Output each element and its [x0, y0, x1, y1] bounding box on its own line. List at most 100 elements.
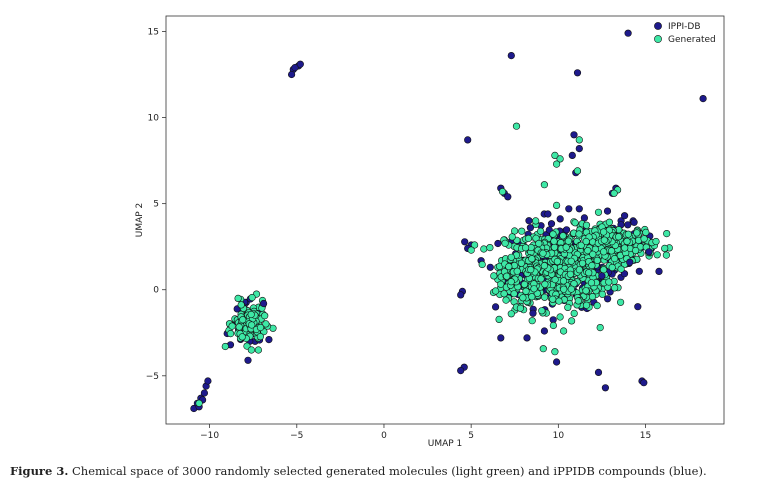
generated-point: [261, 312, 269, 320]
generated-point: [551, 276, 559, 284]
x-tick-label: 15: [640, 431, 651, 441]
generated-point: [235, 323, 243, 331]
generated-point: [535, 239, 543, 248]
ippi-point: [565, 205, 573, 213]
y-tick-label: 0: [153, 286, 159, 296]
ippi-point: [544, 210, 552, 218]
generated-point: [537, 275, 545, 283]
generated-point: [593, 256, 601, 265]
generated-point: [564, 237, 573, 245]
generated-point: [567, 257, 575, 265]
ippi-point: [291, 63, 299, 72]
generated-point: [633, 229, 641, 237]
ippi-point: [601, 384, 610, 392]
caption-label: Figure 3.: [10, 464, 69, 478]
generated-point: [578, 259, 587, 267]
generated-point: [497, 280, 505, 288]
generated-point: [551, 151, 559, 159]
generated-point: [559, 327, 568, 335]
generated-point: [549, 295, 557, 303]
generated-point: [614, 233, 623, 241]
ippi-point: [573, 69, 582, 77]
generated-point: [610, 284, 619, 292]
generated-point: [623, 237, 631, 245]
generated-point: [587, 279, 596, 287]
generated-point: [550, 237, 558, 245]
generated-point: [532, 217, 540, 225]
generated-point: [540, 181, 549, 189]
ippi-point: [552, 358, 561, 366]
generated-point: [652, 237, 660, 246]
generated-point: [556, 155, 564, 163]
scatter-chart: −10 −5 0 5 10 15 −5 0 5 10 15 UMAP 1 UMAP 2 IPPI-D…: [135, 15, 725, 449]
generated-point: [247, 310, 255, 319]
generated-point: [507, 310, 515, 318]
ippi-point: [626, 258, 634, 266]
generated-point: [566, 270, 575, 278]
generated-point: [556, 313, 564, 321]
ippi-point: [492, 303, 500, 311]
generated-point: [621, 244, 629, 252]
generated-point: [605, 278, 613, 286]
generated-point: [520, 280, 529, 289]
ippi-point: [594, 368, 603, 377]
generated-point: [577, 241, 585, 249]
ippi-point: [523, 334, 531, 342]
generated-point: [584, 247, 592, 255]
generated-point: [582, 221, 591, 229]
generated-point: [239, 316, 247, 324]
ippi-point: [296, 60, 304, 68]
generated-point: [599, 228, 608, 236]
generated-point: [552, 160, 561, 168]
ippi-point: [497, 334, 505, 342]
generated-point: [552, 201, 561, 209]
generated-point: [540, 293, 549, 301]
ippi-point: [529, 309, 537, 317]
generated-point: [227, 330, 235, 338]
ippi-point: [603, 295, 612, 303]
generated-point: [505, 263, 513, 271]
x-tick-label: 0: [381, 431, 387, 441]
generated-point: [528, 293, 536, 301]
ippi-point: [526, 224, 535, 232]
generated-point: [598, 290, 607, 298]
ippi-point: [630, 218, 638, 226]
ippi-point: [575, 145, 583, 153]
generated-point: [528, 255, 536, 263]
generated-point: [541, 280, 549, 288]
y-axis-label: UMAP 2: [135, 203, 145, 238]
generated-point: [582, 301, 591, 309]
generated-point: [248, 321, 256, 329]
ippi-point: [494, 239, 502, 248]
generated-point: [555, 297, 563, 305]
generated-point: [575, 230, 583, 238]
generated-point: [512, 122, 521, 130]
generated-point: [585, 269, 593, 277]
generated-point: [653, 251, 661, 259]
generated-point: [540, 262, 549, 270]
ippi-point: [288, 70, 296, 79]
generated-point: [519, 294, 527, 302]
generated-point: [478, 260, 486, 269]
generated-point: [495, 315, 503, 324]
ippi-point: [562, 226, 571, 234]
generated-point: [564, 303, 572, 312]
generated-point: [662, 251, 671, 259]
ippi-point: [540, 327, 549, 335]
generated-point: [471, 241, 479, 249]
ippi-point: [200, 389, 208, 397]
ippi-point: [244, 356, 252, 364]
ippi-point: [457, 291, 465, 299]
generated-point: [588, 293, 597, 301]
generated-point: [640, 235, 648, 243]
generated-point: [549, 230, 557, 238]
generated-point: [492, 287, 500, 295]
ippi-point: [620, 212, 629, 220]
generated-point: [524, 234, 533, 243]
generated-point: [559, 232, 567, 240]
ippi-point: [645, 248, 653, 256]
generated-point: [661, 244, 669, 252]
y-tick-label: −5: [146, 372, 159, 382]
generated-point: [575, 136, 583, 144]
